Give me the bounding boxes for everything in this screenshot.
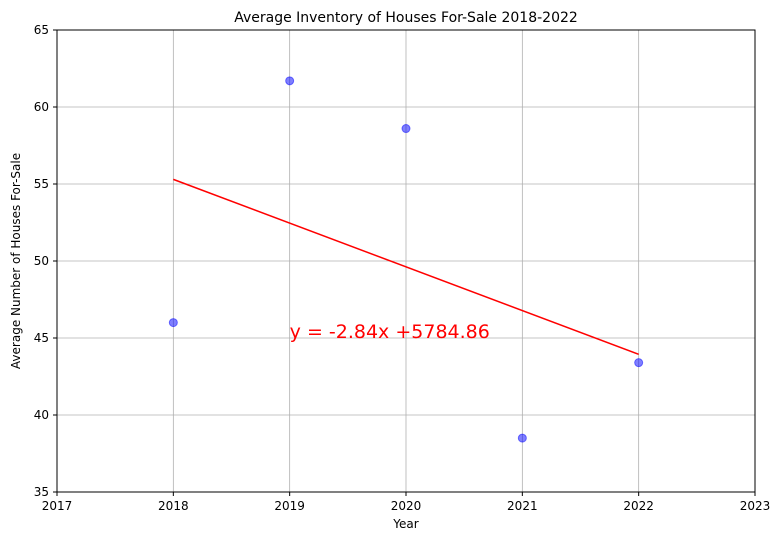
y-tick-label: 45 <box>34 331 49 345</box>
y-tick-label: 50 <box>34 254 49 268</box>
x-tick-label: 2020 <box>391 499 422 513</box>
scatter-point <box>634 358 644 368</box>
x-tick-label: 2023 <box>740 499 771 513</box>
y-tick-label: 55 <box>34 177 49 191</box>
scatter-point <box>285 76 295 86</box>
scatter-point <box>168 318 178 328</box>
regression-line <box>173 178 639 356</box>
x-tick-label: 2017 <box>42 499 73 513</box>
scatter-point <box>517 433 527 443</box>
y-tick-label: 35 <box>34 485 49 499</box>
axis-ticks: 2017 2018 2019 2020 2021 2022 2023 35 40 45 50 55 60… <box>34 23 771 513</box>
y-axis-label: Average Number of Houses For-Sale <box>9 153 23 369</box>
x-axis-label: Year <box>392 517 418 531</box>
y-tick-label: 65 <box>34 23 49 37</box>
y-tick-label: 60 <box>34 100 49 114</box>
chart-title: Average Inventory of Houses For-Sale 201… <box>234 10 578 26</box>
scatter-points <box>168 76 644 443</box>
y-tick-label: 40 <box>34 408 49 422</box>
regression-equation: y = -2.84x +5784.86 <box>290 321 490 343</box>
x-tick-label: 2021 <box>507 499 538 513</box>
x-tick-label: 2019 <box>274 499 305 513</box>
x-tick-label: 2022 <box>623 499 654 513</box>
regression-line-group <box>173 178 639 356</box>
x-tick-label: 2018 <box>158 499 189 513</box>
scatter-point <box>401 124 411 134</box>
